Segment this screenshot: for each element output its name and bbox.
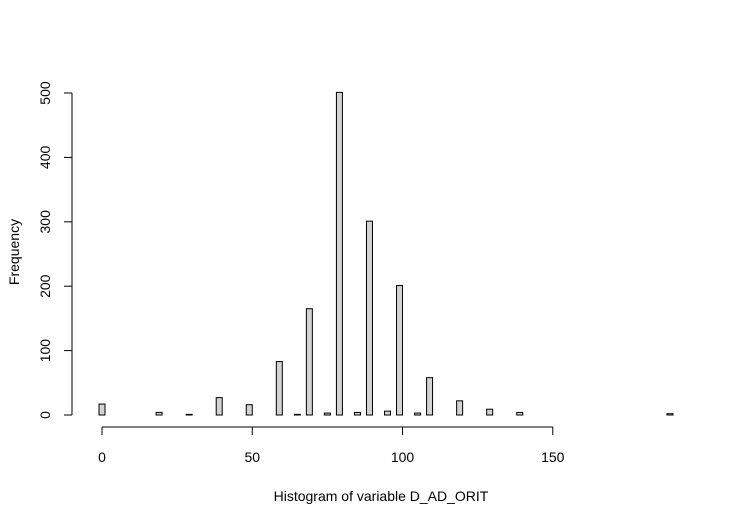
histogram-bar <box>185 413 193 416</box>
y-tick-label: 100 <box>37 339 53 363</box>
y-axis-label: Frequency <box>6 219 22 285</box>
histogram-bar <box>666 413 674 416</box>
histogram-bar <box>414 412 422 416</box>
x-tick-label: 0 <box>98 449 106 465</box>
x-tick-label: 100 <box>391 449 415 465</box>
histogram-bar <box>456 400 464 416</box>
y-tick-label: 300 <box>37 210 53 234</box>
histogram-bar <box>516 411 524 416</box>
y-tick-label: 500 <box>37 81 53 105</box>
x-axis: 0 50 100 150 <box>98 426 565 465</box>
y-axis: 0 100 200 300 400 500 <box>37 81 73 419</box>
histogram-bar <box>323 412 331 416</box>
histogram-bar <box>155 411 163 416</box>
histogram-bar <box>305 308 313 416</box>
histogram-bar <box>384 410 391 416</box>
histogram-bar <box>365 220 373 416</box>
histogram-bar <box>396 285 404 416</box>
y-tick-label: 0 <box>37 411 53 419</box>
histogram-bar <box>426 377 434 416</box>
bars-group <box>98 91 674 416</box>
y-tick-label: 400 <box>37 146 53 170</box>
histogram-bar <box>275 361 283 416</box>
histogram-bar <box>98 403 106 416</box>
y-tick-label: 200 <box>37 274 53 298</box>
histogram-bar <box>245 404 253 416</box>
x-axis-label: Histogram of variable D_AD_ORIT <box>274 488 489 504</box>
x-tick-label: 50 <box>244 449 260 465</box>
histogram-bar <box>486 408 494 416</box>
histogram-bar <box>353 411 361 416</box>
x-tick-label: 150 <box>541 449 565 465</box>
histogram-bar <box>335 91 343 416</box>
histogram-bar <box>293 413 301 416</box>
histogram-bar <box>215 397 223 416</box>
